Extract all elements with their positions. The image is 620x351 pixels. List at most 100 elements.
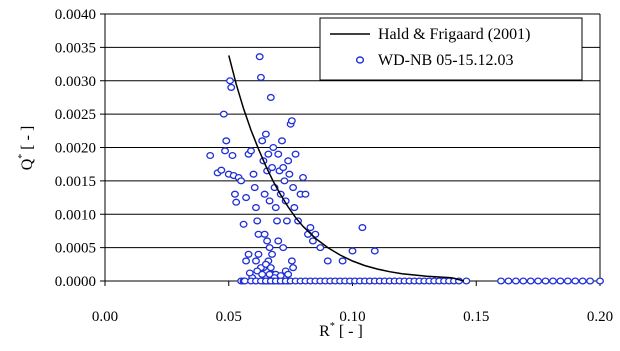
data-point (273, 217, 281, 225)
data-point (306, 224, 315, 232)
data-point (279, 244, 288, 252)
x-tick-label: 0.20 (587, 309, 613, 325)
x-axis-label-main: R (319, 323, 330, 340)
data-point (274, 150, 283, 158)
data-point (206, 151, 215, 160)
data-point (462, 277, 471, 285)
data-point (230, 190, 239, 198)
legend: Hald & Frigaard (2001) WD-NB 05-15.12.03 (319, 17, 583, 81)
y-tick-label: 0.0000 (55, 274, 96, 290)
data-point (232, 198, 241, 206)
x-tick-labels: 0.00 0.05 0.10 0.15 0.20 (92, 309, 613, 325)
data-point (287, 117, 296, 125)
y-tick-label: 0.0025 (55, 107, 96, 123)
line-series (228, 55, 465, 282)
data-point (301, 190, 310, 198)
data-point (226, 77, 234, 85)
data-point (316, 244, 325, 252)
data-point (596, 277, 604, 285)
data-point (266, 264, 275, 272)
data-point (497, 277, 505, 285)
data-point (268, 163, 277, 172)
data-point (244, 250, 253, 258)
data-point (255, 53, 264, 61)
y-tick-label: 0.0005 (55, 241, 96, 257)
data-point (541, 277, 550, 285)
data-point (290, 204, 299, 212)
data-point (260, 190, 269, 198)
data-point (219, 110, 228, 118)
data-point (237, 177, 246, 185)
hald-frigaard-curve (228, 55, 465, 282)
data-point (279, 163, 288, 172)
data-point (358, 224, 367, 232)
x-tick-label: 0.10 (339, 309, 365, 325)
data-point (299, 173, 307, 182)
data-point (253, 217, 262, 225)
data-point (285, 170, 294, 178)
y-tick-label: 0.0030 (55, 74, 96, 90)
data-point (263, 237, 272, 245)
legend-marker-swatch (355, 56, 365, 64)
data-point (284, 157, 293, 165)
x-axis-label: R* [ - ] (319, 321, 363, 340)
grid-lines (105, 13, 600, 282)
x-axis-label-unit: [ - ] (335, 323, 363, 340)
x-axis-label-sup: * (330, 321, 335, 332)
data-point (504, 277, 513, 285)
data-point (556, 277, 565, 285)
x-tick-label: 0.05 (216, 309, 242, 325)
data-point (222, 137, 231, 145)
data-point (289, 184, 298, 192)
data-point (252, 257, 260, 265)
data-point (578, 277, 587, 285)
data-point (323, 257, 332, 265)
data-point (265, 244, 274, 252)
legend-label-scatter: WD-NB 05-15.12.03 (378, 52, 514, 69)
data-point (271, 204, 280, 212)
scatter-series (206, 53, 604, 285)
data-point (291, 150, 300, 158)
data-point (242, 194, 251, 202)
data-point (289, 264, 298, 272)
data-point (258, 270, 267, 278)
data-point (266, 93, 275, 101)
data-point (221, 147, 229, 155)
data-point (242, 257, 251, 265)
data-point (586, 277, 595, 285)
data-point (549, 277, 557, 285)
legend-box (319, 17, 583, 81)
y-axis-label-main: Q (19, 158, 36, 170)
data-point (249, 170, 258, 178)
legend-label-line: Hald & Frigaard (2001) (378, 26, 530, 43)
data-point (511, 277, 520, 285)
data-point (571, 277, 580, 285)
data-point (264, 150, 273, 158)
data-point (247, 147, 255, 155)
data-point (338, 257, 347, 265)
y-axis-label-unit: [ - ] (19, 126, 36, 154)
y-axis-label: Q* [ - ] (17, 126, 36, 171)
data-point (256, 73, 265, 81)
data-point (308, 237, 317, 245)
data-point (519, 277, 528, 285)
data-point (260, 230, 269, 238)
data-point (254, 250, 263, 258)
data-point (348, 247, 357, 255)
data-point (250, 184, 259, 192)
data-point (370, 247, 379, 255)
y-tick-label: 0.0015 (55, 174, 96, 190)
data-point (239, 220, 248, 228)
data-point (282, 217, 291, 225)
data-point (265, 197, 274, 205)
data-point (287, 257, 296, 265)
y-tick-label: 0.0010 (55, 207, 96, 223)
y-tick-labels: 0.0000 0.0005 0.0010 0.0015 0.0020 0.0025 0.00… (55, 7, 96, 290)
data-point (217, 166, 226, 174)
data-point (245, 269, 254, 277)
x-tick-label: 0.00 (92, 309, 118, 325)
x-tick-label: 0.15 (463, 309, 489, 325)
data-point (284, 270, 293, 278)
data-point (227, 83, 236, 91)
